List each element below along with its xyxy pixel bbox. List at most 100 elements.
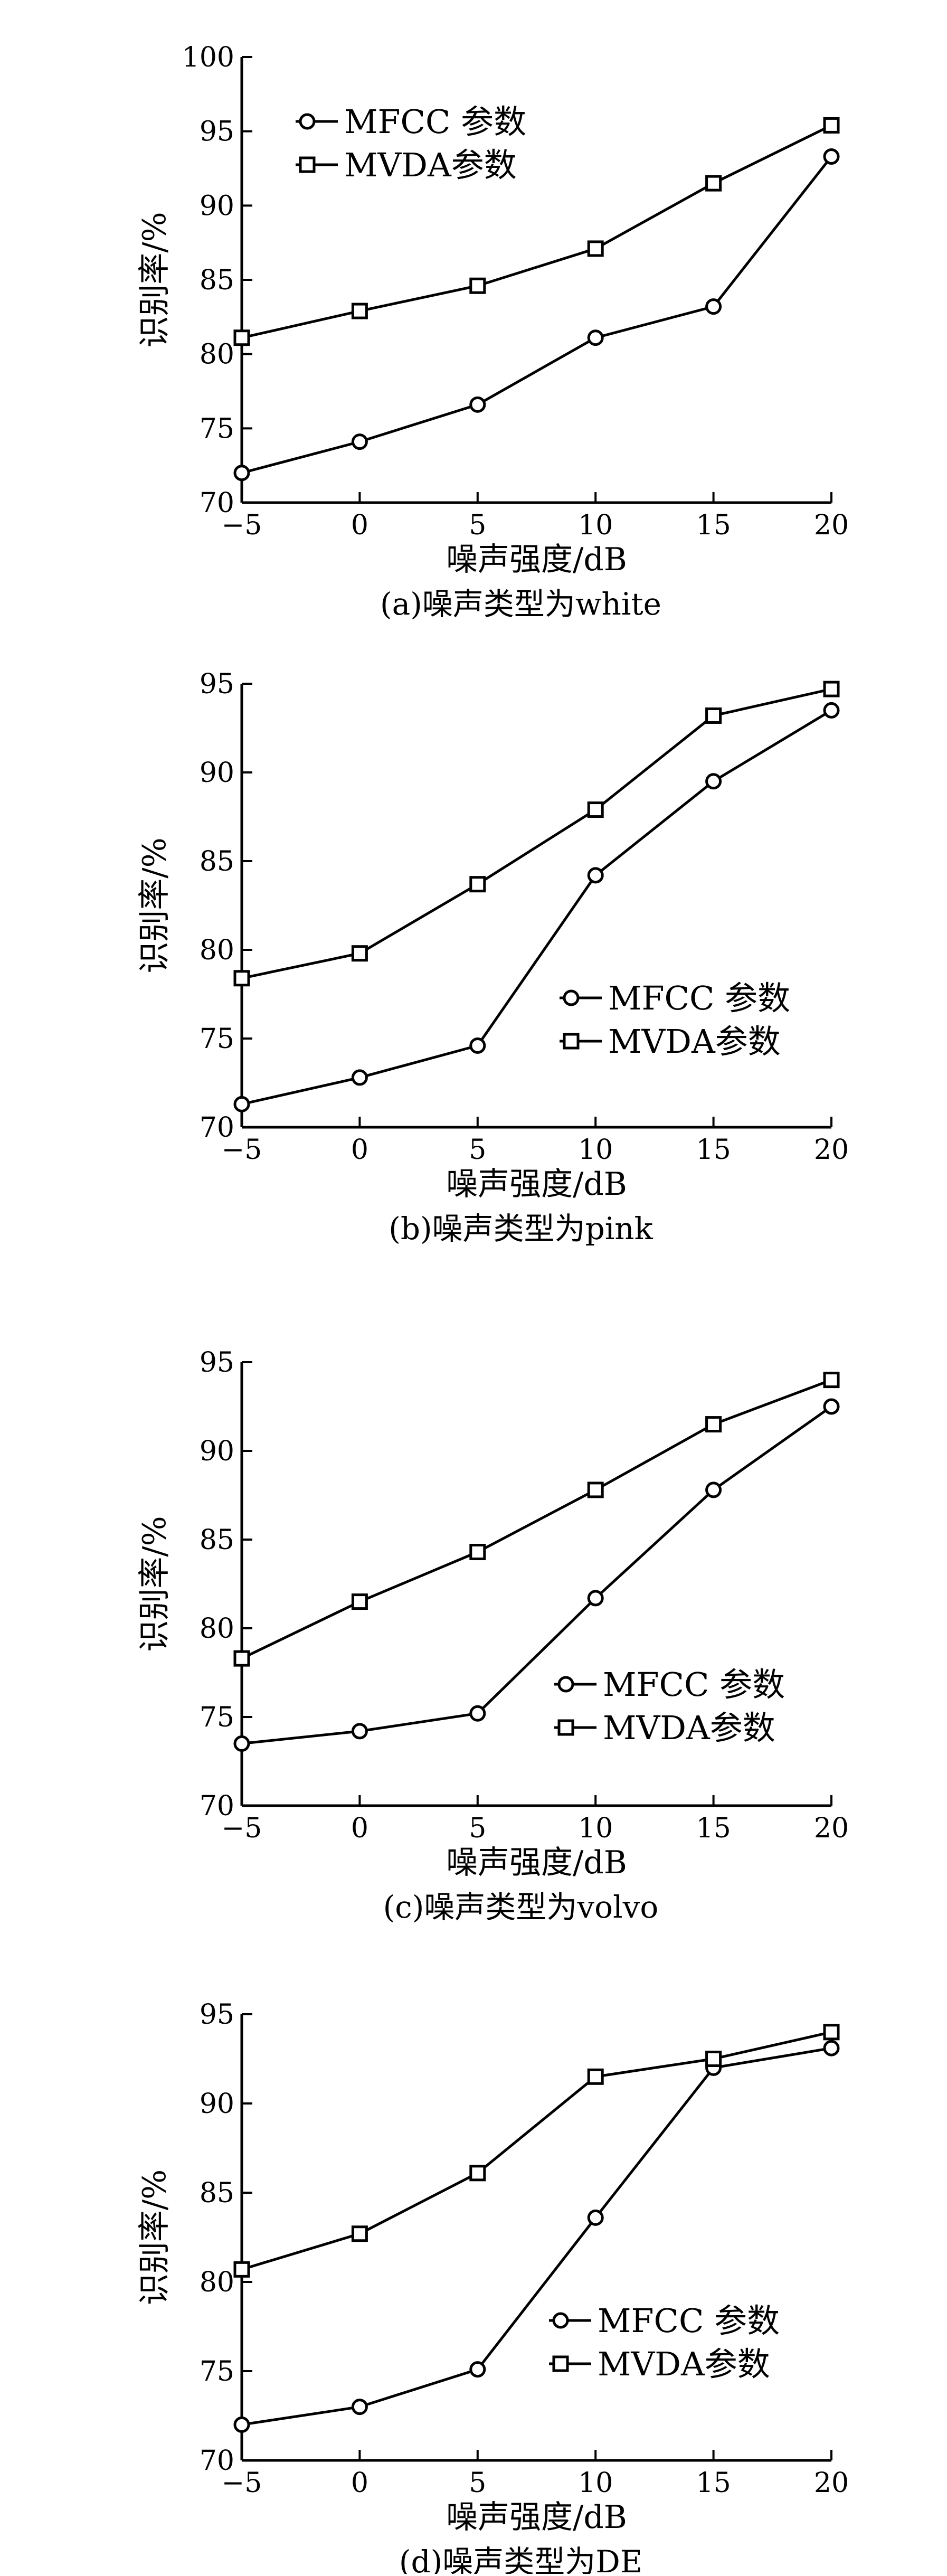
legend-label: MVDA参数 — [608, 1022, 781, 1061]
mvda-data-point — [351, 945, 368, 962]
x-tick-label: 10 — [578, 1134, 613, 1166]
y-tick-label: 75 — [200, 2356, 234, 2388]
mvda-data-point — [233, 1650, 250, 1667]
mvda-data-point — [233, 970, 250, 987]
mvda-data-point — [351, 2225, 368, 2242]
x-tick-label: 10 — [578, 1813, 613, 1844]
series-line-mfcc — [241, 2046, 832, 2426]
x-tick-label: 15 — [696, 509, 731, 541]
mfcc-data-point — [469, 1037, 486, 1054]
mvda-data-point — [587, 1482, 604, 1498]
x-tick-label: −5 — [222, 1813, 262, 1844]
legend-marker — [299, 156, 316, 173]
y-tick-label: 80 — [200, 339, 234, 371]
mfcc-data-point — [587, 329, 604, 346]
series-line-mvda — [241, 2031, 832, 2271]
mfcc-data-point — [351, 1723, 368, 1740]
chart-panel-3: 70 75 80 85 90 95 −5 0 5 10 15 20 噪声强度/dB 识别率/% (c)噪声类… — [136, 1347, 849, 1925]
y-tick-label: 85 — [200, 1524, 234, 1556]
y-tick-label: 75 — [200, 1702, 234, 1733]
y-tick-label: 80 — [200, 2267, 234, 2298]
y-tick-label: 95 — [200, 668, 234, 700]
y-axis-label: 识别率/% — [136, 837, 173, 973]
y-axis-label: 识别率/% — [136, 1516, 173, 1652]
mfcc-data-point — [233, 2416, 250, 2433]
mvda-data-point — [469, 876, 486, 893]
mfcc-data-point — [351, 1069, 368, 1086]
series-line-mvda — [241, 687, 832, 980]
y-tick-label: 90 — [200, 757, 234, 789]
series-line-mvda — [241, 124, 832, 339]
mvda-data-point — [823, 1372, 840, 1389]
x-tick-label: −5 — [222, 2467, 262, 2499]
y-tick-label: 95 — [200, 1347, 234, 1379]
legend-marker — [563, 1033, 580, 1050]
mfcc-data-point — [705, 1482, 722, 1498]
mfcc-data-point — [469, 1705, 486, 1722]
x-tick-label: 20 — [814, 1134, 849, 1166]
mvda-data-point — [351, 1593, 368, 1610]
mfcc-data-point — [233, 1096, 250, 1112]
mvda-data-point — [233, 2261, 250, 2278]
y-tick-label: 90 — [200, 2088, 234, 2120]
mvda-data-point — [705, 2051, 722, 2067]
y-tick-label: 95 — [200, 1999, 234, 2031]
y-tick-label: 85 — [200, 2177, 234, 2209]
y-tick-label: 90 — [200, 190, 234, 222]
mfcc-data-point — [587, 1590, 604, 1607]
x-tick-label: 20 — [814, 1813, 849, 1844]
x-tick-label: 0 — [351, 1134, 368, 1166]
legend-marker — [557, 1676, 574, 1693]
x-tick-label: 15 — [696, 1813, 731, 1844]
mfcc-data-point — [823, 702, 840, 719]
x-tick-label: 0 — [351, 509, 368, 541]
panel-caption: (b)噪声类型为pink — [389, 1211, 653, 1247]
mfcc-data-point — [823, 2040, 840, 2056]
x-tick-label: 5 — [469, 1813, 486, 1844]
mfcc-data-point — [351, 433, 368, 450]
series-line-mvda — [241, 1379, 832, 1660]
mvda-data-point — [233, 329, 250, 346]
mfcc-data-point — [587, 867, 604, 884]
mvda-data-point — [587, 240, 604, 257]
y-tick-label: 80 — [200, 1613, 234, 1645]
legend-label: MVDA参数 — [603, 1709, 775, 1747]
mvda-data-point — [587, 2068, 604, 2085]
x-tick-label: 15 — [696, 1134, 731, 1166]
y-tick-label: 75 — [200, 1023, 234, 1055]
mfcc-data-point — [823, 1398, 840, 1415]
y-tick-label: 80 — [200, 935, 234, 966]
mvda-data-point — [823, 2024, 840, 2041]
y-axis-label: 识别率/% — [136, 2169, 173, 2305]
legend-marker — [552, 2355, 569, 2372]
x-tick-label: 0 — [351, 1813, 368, 1844]
mvda-data-point — [823, 681, 840, 697]
mfcc-data-point — [233, 465, 250, 482]
y-tick-label: 70 — [200, 1790, 234, 1822]
x-tick-label: 5 — [469, 2467, 486, 2499]
y-tick-label: 75 — [200, 413, 234, 445]
panel-caption: (c)噪声类型为volvo — [383, 1889, 659, 1925]
chart-panel-4: 70 75 80 85 90 95 −5 0 5 10 15 20 噪声强度/dB 识别率/% (d)噪声类… — [136, 1999, 849, 2576]
x-axis-label: 噪声强度/dB — [446, 1166, 627, 1203]
mfcc-data-point — [823, 148, 840, 165]
mvda-data-point — [705, 175, 722, 192]
y-tick-label: 70 — [200, 2445, 234, 2477]
y-axis-label: 识别率/% — [136, 212, 173, 347]
y-tick-label: 85 — [200, 265, 234, 296]
mfcc-data-point — [469, 396, 486, 413]
chart-panel-2: 70 75 80 85 90 95 −5 0 5 10 15 20 噪声强度/dB 识别率/% (b)噪声类… — [136, 668, 849, 1247]
legend-label: MVDA参数 — [598, 2345, 770, 2383]
x-axis-label: 噪声强度/dB — [446, 2499, 627, 2536]
mvda-data-point — [705, 1416, 722, 1433]
series-line-mfcc — [241, 155, 832, 475]
y-tick-label: 95 — [200, 116, 234, 148]
mfcc-data-point — [233, 1735, 250, 1752]
x-tick-label: 5 — [469, 509, 486, 541]
legend-label: MFCC 参数 — [344, 102, 526, 141]
panel-caption: (d)噪声类型为DE — [399, 2544, 642, 2574]
legend-marker — [557, 1719, 574, 1736]
legend-label: MFCC 参数 — [603, 1665, 785, 1704]
legend-label: MFCC 参数 — [598, 2301, 780, 2340]
